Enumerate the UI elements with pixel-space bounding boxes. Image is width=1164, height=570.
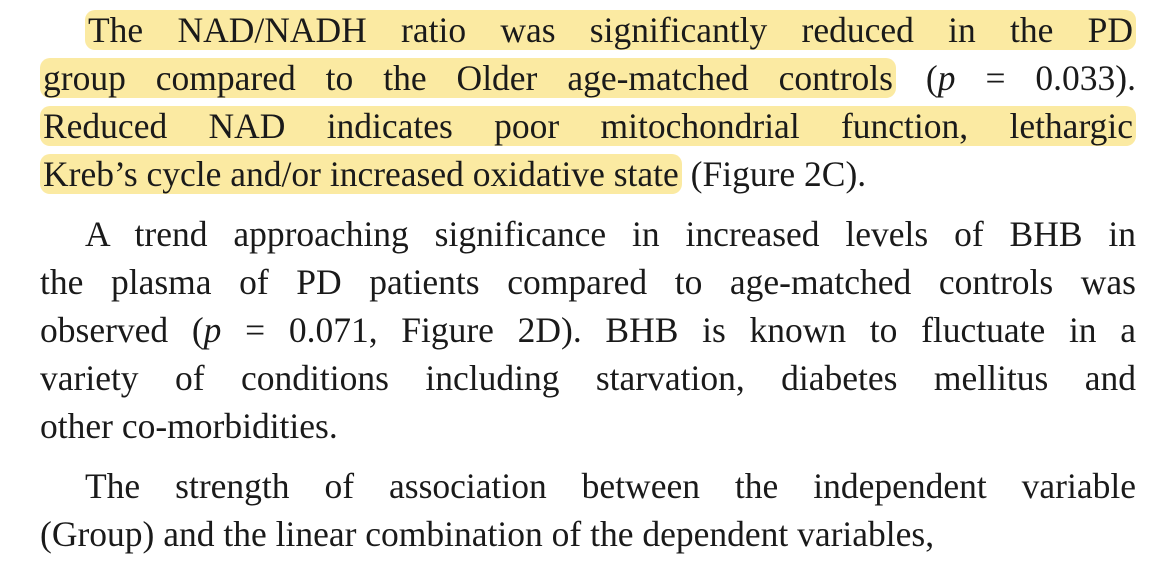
text-line: The strength of association between the … xyxy=(40,462,1136,510)
text-line: The NAD/NADH ratio was significantly red… xyxy=(40,6,1136,54)
text: p xyxy=(937,58,956,98)
highlighted-text: group compared to the Older age-matched … xyxy=(40,58,896,98)
text: = 0.071, Figure 2D). BHB is known to flu… xyxy=(221,310,1136,350)
text-line: (Group) and the linear combination of th… xyxy=(40,510,1136,558)
text: = 0.033). xyxy=(955,58,1137,98)
text-line: other co-morbidities. xyxy=(40,402,1136,450)
highlighted-text: Kreb’s cycle and/or increased oxidative … xyxy=(40,154,682,194)
text-line: Reduced NAD indicates poor mitochondrial… xyxy=(40,102,1136,150)
text: The strength of association between the … xyxy=(85,466,1136,506)
text: (Figure 2C). xyxy=(681,154,867,194)
text: (Group) and the linear combination of th… xyxy=(40,514,935,554)
text-line: observed (p = 0.071, Figure 2D). BHB is … xyxy=(40,306,1136,354)
text: A trend approaching significance in incr… xyxy=(85,214,1136,254)
text-line: the plasma of PD patients compared to ag… xyxy=(40,258,1136,306)
highlighted-text: The NAD/NADH ratio was significantly red… xyxy=(85,10,1136,50)
text: other co-morbidities. xyxy=(40,406,338,446)
text-line: Kreb’s cycle and/or increased oxidative … xyxy=(40,150,1136,198)
text: ( xyxy=(895,58,938,98)
text: the plasma of PD patients compared to ag… xyxy=(40,262,1136,302)
text-line: group compared to the Older age-matched … xyxy=(40,54,1136,102)
paragraph: A trend approaching significance in incr… xyxy=(40,210,1136,450)
paragraph: The strength of association between the … xyxy=(40,462,1136,558)
text-line: A trend approaching significance in incr… xyxy=(40,210,1136,258)
text: variety of conditions including starvati… xyxy=(40,358,1136,398)
text-line: variety of conditions including starvati… xyxy=(40,354,1136,402)
highlighted-text: Reduced NAD indicates poor mitochondrial… xyxy=(40,106,1136,146)
text: p xyxy=(203,310,222,350)
text: observed ( xyxy=(40,310,204,350)
paragraph: The NAD/NADH ratio was significantly red… xyxy=(40,6,1136,198)
document: The NAD/NADH ratio was significantly red… xyxy=(40,6,1136,570)
